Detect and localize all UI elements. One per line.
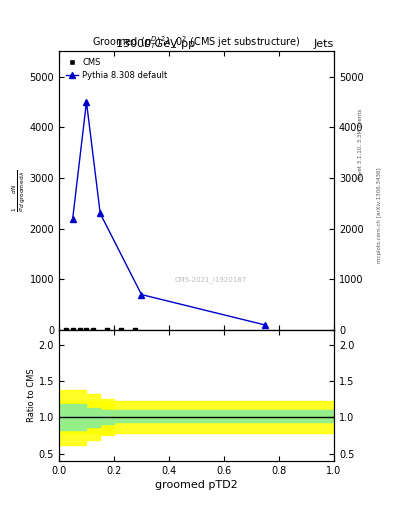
Text: 13000 GeV pp: 13000 GeV pp — [116, 38, 195, 49]
Y-axis label: $\frac{1}{\sigma}\frac{dN}{d\,\mathrm{groomed}\,\lambda}$: $\frac{1}{\sigma}\frac{dN}{d\,\mathrm{gr… — [11, 169, 28, 212]
Text: CMS-2021_I1920187: CMS-2021_I1920187 — [174, 276, 246, 283]
Text: Rivet 3.1.10, 3.3M events: Rivet 3.1.10, 3.3M events — [358, 108, 363, 179]
Text: mcplots.cern.ch [arXiv:1306.3436]: mcplots.cern.ch [arXiv:1306.3436] — [377, 167, 382, 263]
X-axis label: groomed pTD2: groomed pTD2 — [155, 480, 238, 490]
Y-axis label: Ratio to CMS: Ratio to CMS — [27, 369, 36, 422]
Legend: CMS, Pythia 8.308 default: CMS, Pythia 8.308 default — [63, 55, 170, 82]
Title: Groomed $(p_T^D)^2\lambda\_0^2$ (CMS jet substructure): Groomed $(p_T^D)^2\lambda\_0^2$ (CMS jet… — [92, 34, 301, 51]
Text: Jets: Jets — [314, 38, 334, 49]
